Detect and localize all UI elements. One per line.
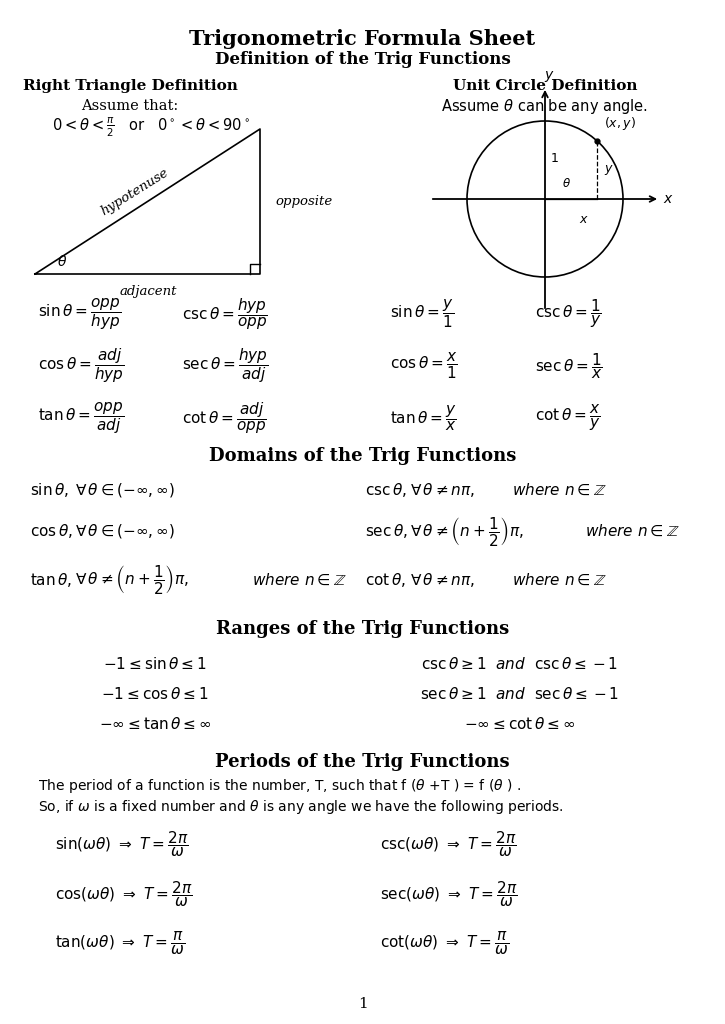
Text: $\csc\theta \geq 1$  $and$  $\csc\theta \leq -1$: $\csc\theta \geq 1$ $and$ $\csc\theta \l… [421, 656, 618, 672]
Text: $\tan(\omega\theta)\ \Rightarrow\ T = \dfrac{\pi}{\omega}$: $\tan(\omega\theta)\ \Rightarrow\ T = \d… [55, 931, 186, 957]
Text: $\forall\, \theta \in (-\infty, \infty)$: $\forall\, \theta \in (-\infty, \infty)$ [75, 522, 175, 540]
Text: $-1 \leq \cos\theta \leq 1$: $-1 \leq \cos\theta \leq 1$ [102, 686, 209, 702]
Text: $\sec\theta = \dfrac{1}{x}$: $\sec\theta = \dfrac{1}{x}$ [535, 351, 603, 381]
Text: $(x, y)$: $(x, y)$ [604, 115, 636, 132]
Text: $\theta$: $\theta$ [562, 177, 571, 190]
Text: $\cos(\omega\theta)\ \Rightarrow\ T = \dfrac{2\pi}{\omega}$: $\cos(\omega\theta)\ \Rightarrow\ T = \d… [55, 880, 192, 909]
Text: Assume $\theta$ can be any angle.: Assume $\theta$ can be any angle. [442, 96, 649, 116]
Text: $\cos\theta = \dfrac{x}{1}$: $\cos\theta = \dfrac{x}{1}$ [390, 351, 458, 381]
Text: $\sec\theta = \dfrac{hyp}{adj}$: $\sec\theta = \dfrac{hyp}{adj}$ [182, 346, 268, 385]
Text: The period of a function is the number, T, such that f $(\theta$ +T $)$ = f $(\t: The period of a function is the number, … [38, 777, 521, 795]
Text: $\tan\theta = \dfrac{opp}{adj}$: $\tan\theta = \dfrac{opp}{adj}$ [38, 400, 124, 436]
Text: Trigonometric Formula Sheet: Trigonometric Formula Sheet [189, 29, 536, 49]
Text: $\theta$: $\theta$ [57, 255, 67, 269]
Text: $y$: $y$ [604, 163, 614, 177]
Text: $-\infty \leq \cot\theta \leq \infty$: $-\infty \leq \cot\theta \leq \infty$ [464, 716, 576, 732]
Text: Periods of the Trig Functions: Periods of the Trig Functions [215, 753, 510, 771]
Text: $\sin\theta = \dfrac{y}{1}$: $\sin\theta = \dfrac{y}{1}$ [390, 298, 454, 331]
Text: $\cot\theta = \dfrac{adj}{opp}$: $\cot\theta = \dfrac{adj}{opp}$ [182, 400, 267, 436]
Text: $\sec(\omega\theta)\ \Rightarrow\ T = \dfrac{2\pi}{\omega}$: $\sec(\omega\theta)\ \Rightarrow\ T = \d… [380, 880, 518, 909]
Text: $where\ n \in \mathbb{Z}$: $where\ n \in \mathbb{Z}$ [512, 482, 606, 498]
Text: hypotenuse: hypotenuse [99, 166, 171, 218]
Text: $where\ n \in \mathbb{Z}$: $where\ n \in \mathbb{Z}$ [252, 572, 347, 588]
Text: 1: 1 [357, 997, 368, 1011]
Text: $\csc\theta = \dfrac{1}{y}$: $\csc\theta = \dfrac{1}{y}$ [535, 298, 602, 331]
Text: $\forall\, \theta \neq n\pi,$: $\forall\, \theta \neq n\pi,$ [410, 481, 475, 499]
Text: $\cot\theta = \dfrac{x}{y}$: $\cot\theta = \dfrac{x}{y}$ [535, 403, 600, 433]
Text: $where\ n \in \mathbb{Z}$: $where\ n \in \mathbb{Z}$ [585, 523, 679, 539]
Text: $\sec\theta \geq 1$  $and$  $\sec\theta \leq -1$: $\sec\theta \geq 1$ $and$ $\sec\theta \l… [420, 686, 620, 702]
Text: $y$: $y$ [544, 69, 555, 84]
Text: So, if $\omega$ is a fixed number and $\theta$ is any angle we have the followin: So, if $\omega$ is a fixed number and $\… [38, 798, 564, 816]
Text: $\csc\theta,$: $\csc\theta,$ [365, 481, 407, 499]
Text: $\cos\theta,$: $\cos\theta,$ [30, 522, 72, 540]
Text: Right Triangle Definition: Right Triangle Definition [22, 79, 237, 93]
Text: adjacent: adjacent [119, 285, 177, 298]
Text: $\tan\theta,$: $\tan\theta,$ [30, 571, 72, 589]
Text: $\sin(\omega\theta)\ \Rightarrow\ T = \dfrac{2\pi}{\omega}$: $\sin(\omega\theta)\ \Rightarrow\ T = \d… [55, 829, 188, 859]
Text: opposite: opposite [275, 196, 332, 209]
Text: Definition of the Trig Functions: Definition of the Trig Functions [215, 50, 510, 68]
Text: Domains of the Trig Functions: Domains of the Trig Functions [209, 447, 516, 465]
Text: Unit Circle Definition: Unit Circle Definition [452, 79, 637, 93]
Text: $where\ n \in \mathbb{Z}$: $where\ n \in \mathbb{Z}$ [512, 572, 606, 588]
Text: $-1 \leq \sin\theta \leq 1$: $-1 \leq \sin\theta \leq 1$ [103, 656, 207, 672]
Text: $\cos\theta = \dfrac{adj}{hyp}$: $\cos\theta = \dfrac{adj}{hyp}$ [38, 346, 125, 385]
Text: $\cot\theta,$: $\cot\theta,$ [365, 571, 406, 589]
Text: $\sec\theta,$: $\sec\theta,$ [365, 522, 408, 540]
Text: $1$: $1$ [550, 152, 558, 165]
Text: $\csc(\omega\theta)\ \Rightarrow\ T = \dfrac{2\pi}{\omega}$: $\csc(\omega\theta)\ \Rightarrow\ T = \d… [380, 829, 516, 859]
Text: $x$: $x$ [579, 213, 589, 226]
Text: $x$: $x$ [663, 193, 674, 206]
Text: $\forall\, \theta \neq \left(n + \dfrac{1}{2}\right)\pi,$: $\forall\, \theta \neq \left(n + \dfrac{… [75, 563, 188, 597]
Text: Assume that:: Assume that: [81, 99, 178, 113]
Text: $\forall\, \theta \neq n\pi,$: $\forall\, \theta \neq n\pi,$ [410, 571, 475, 589]
Text: $\sin\theta,$: $\sin\theta,$ [30, 481, 69, 499]
Text: $\sin\theta = \dfrac{opp}{hyp}$: $\sin\theta = \dfrac{opp}{hyp}$ [38, 296, 121, 332]
Text: $-\infty \leq \tan\theta \leq \infty$: $-\infty \leq \tan\theta \leq \infty$ [99, 716, 212, 732]
Text: $\forall\, \theta \in (-\infty, \infty)$: $\forall\, \theta \in (-\infty, \infty)$ [75, 481, 175, 499]
Text: $\csc\theta = \dfrac{hyp}{opp}$: $\csc\theta = \dfrac{hyp}{opp}$ [182, 296, 268, 332]
Text: $\forall\, \theta \neq \left(n + \dfrac{1}{2}\right)\pi,$: $\forall\, \theta \neq \left(n + \dfrac{… [410, 514, 523, 548]
Text: Ranges of the Trig Functions: Ranges of the Trig Functions [216, 620, 509, 638]
Text: $0 < \theta < \frac{\pi}{2}$   or   $0^\circ < \theta < 90^\circ$: $0 < \theta < \frac{\pi}{2}$ or $0^\circ… [52, 116, 250, 138]
Text: $\cot(\omega\theta)\ \Rightarrow\ T = \dfrac{\pi}{\omega}$: $\cot(\omega\theta)\ \Rightarrow\ T = \d… [380, 931, 509, 957]
Text: $\tan\theta = \dfrac{y}{x}$: $\tan\theta = \dfrac{y}{x}$ [390, 403, 457, 433]
